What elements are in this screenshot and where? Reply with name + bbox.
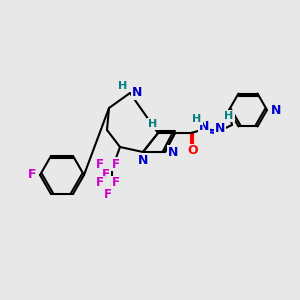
Text: N: N xyxy=(138,154,148,167)
Text: N: N xyxy=(132,85,142,98)
Text: H: H xyxy=(118,81,127,91)
Text: F: F xyxy=(112,158,120,170)
Text: H: H xyxy=(192,114,202,124)
Text: N: N xyxy=(271,103,281,116)
Text: N: N xyxy=(168,146,178,158)
Text: N: N xyxy=(215,122,225,134)
Text: F: F xyxy=(28,169,36,182)
Text: H: H xyxy=(224,111,234,121)
Text: F: F xyxy=(96,158,104,172)
Text: O: O xyxy=(188,145,198,158)
Text: F: F xyxy=(104,188,112,200)
Text: F: F xyxy=(96,176,104,190)
Text: F: F xyxy=(112,176,120,190)
Text: N: N xyxy=(199,119,209,133)
Text: H: H xyxy=(148,119,158,129)
Text: F: F xyxy=(102,167,110,181)
